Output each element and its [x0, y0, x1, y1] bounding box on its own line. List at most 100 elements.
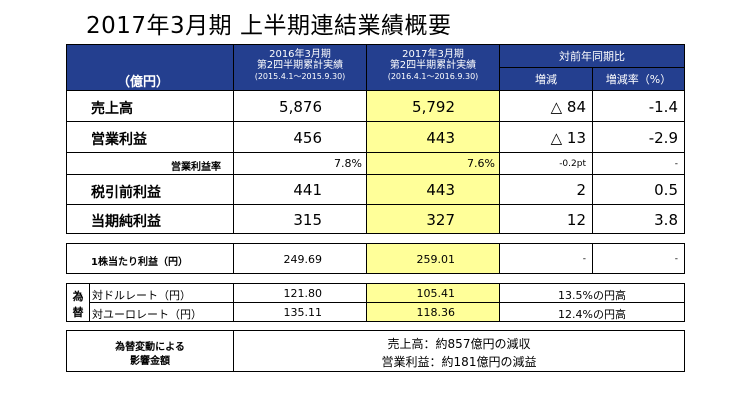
- table-row-eps: 1株当たり利益（円）: [66, 243, 234, 274]
- cell-diff: -: [499, 243, 593, 274]
- row-label: 営業利益: [91, 132, 147, 148]
- header-curr-period: 2017年3月期 第2四半期累計実績 (2016.4.1～2016.9.30): [366, 44, 500, 91]
- value-rate: 0.5: [654, 181, 678, 199]
- table-row-operating-income: 営業利益: [66, 121, 234, 153]
- cell-curr: 105.41: [366, 283, 500, 303]
- yoy-label: 対前年同期比: [559, 50, 625, 63]
- cell-rate: 0.5: [592, 174, 685, 205]
- impact-value-cell: 売上高：約857億円の減収 営業利益：約181億円の減益: [233, 330, 685, 372]
- value-rate: 3.8: [654, 211, 678, 229]
- value-curr: 327: [426, 211, 455, 229]
- row-label: 対ドルレート（円）: [92, 289, 191, 302]
- row-label: 対ユーロレート（円）: [92, 308, 202, 321]
- cell-rate: -: [592, 152, 685, 175]
- cell-note: 12.4%の円高: [499, 302, 685, 322]
- header-diff: 増減: [499, 67, 593, 91]
- value-diff: 12: [566, 211, 586, 229]
- cell-curr: 443: [366, 174, 500, 205]
- fx-group-label-line2: 替: [72, 306, 84, 319]
- value-note: 12.4%の円高: [558, 308, 626, 321]
- cell-prev: 249.69: [233, 243, 367, 274]
- value-rate: -: [674, 159, 678, 169]
- impact-sales: 売上高：約857億円の減収: [387, 337, 531, 351]
- value-diff: △ 13: [550, 129, 586, 147]
- prev-period-line3: (2015.4.1～2015.9.30): [254, 72, 346, 81]
- cell-curr: 5,792: [366, 90, 500, 122]
- value-curr: 5,792: [412, 98, 455, 116]
- value-rate: -1.4: [648, 98, 678, 116]
- value-rate: -: [674, 254, 678, 264]
- table-row-operating-margin: 営業利益率: [66, 152, 234, 175]
- cell-diff: 2: [499, 174, 593, 205]
- table-row-net-income: 当期純利益: [66, 204, 234, 234]
- impact-label-cell: 為替変動による 影響金額: [66, 330, 234, 372]
- value-diff: -: [582, 254, 586, 264]
- value-curr: 118.36: [416, 306, 456, 319]
- cell-curr: 7.6%: [366, 152, 500, 175]
- table-row-eur-rate: 対ユーロレート（円）: [89, 302, 234, 322]
- value-note: 13.5%の円高: [558, 289, 626, 302]
- value-prev: 441: [293, 181, 322, 199]
- prev-period-line1: 2016年3月期: [269, 49, 331, 60]
- table-row-pretax-income: 税引前利益: [66, 174, 234, 205]
- cell-prev: 121.80: [233, 283, 367, 303]
- cell-rate: -: [592, 243, 685, 274]
- rate-label: 増減率（%）: [605, 73, 672, 86]
- value-diff: 2: [576, 181, 586, 199]
- value-prev: 121.80: [283, 287, 323, 300]
- unit-label: （億円）: [117, 75, 170, 90]
- value-curr: 443: [426, 129, 455, 147]
- fx-group-label: 為 替: [66, 283, 90, 322]
- cell-rate: 3.8: [592, 204, 685, 234]
- value-curr: 259.01: [416, 253, 456, 266]
- table-row-usd-rate: 対ドルレート（円）: [89, 283, 234, 303]
- row-label: 税引前利益: [91, 185, 161, 201]
- value-prev: 7.8%: [334, 157, 362, 170]
- impact-operating-income: 営業利益：約181億円の減益: [381, 355, 537, 369]
- cell-diff: 12: [499, 204, 593, 234]
- impact-label-line2: 影響金額: [130, 356, 170, 367]
- cell-diff: △ 13: [499, 121, 593, 153]
- value-curr: 443: [426, 181, 455, 199]
- header-yoy: 対前年同期比: [499, 44, 685, 68]
- cell-curr: 259.01: [366, 243, 500, 274]
- cell-diff: △ 84: [499, 90, 593, 122]
- header-unit-cell: （億円）: [66, 44, 234, 91]
- prev-period-line2: 第2四半期累計実績: [256, 60, 344, 71]
- header-prev-period: 2016年3月期 第2四半期累計実績 (2015.4.1～2015.9.30): [233, 44, 367, 91]
- cell-prev: 7.8%: [233, 152, 367, 175]
- curr-period-line3: (2016.4.1～2016.9.30): [387, 72, 479, 81]
- cell-prev: 441: [233, 174, 367, 205]
- value-curr: 7.6%: [467, 157, 495, 170]
- cell-curr: 443: [366, 121, 500, 153]
- table-row-sales: 売上高: [66, 90, 234, 122]
- cell-rate: -1.4: [592, 90, 685, 122]
- curr-period-line1: 2017年3月期: [402, 49, 464, 60]
- value-curr: 105.41: [416, 287, 456, 300]
- fx-group-label-line1: 為: [72, 290, 84, 303]
- cell-curr: 118.36: [366, 302, 500, 322]
- value-rate: -2.9: [648, 129, 678, 147]
- cell-prev: 315: [233, 204, 367, 234]
- value-prev: 249.69: [283, 253, 323, 266]
- page-title: 2017年3月期 上半期連結業績概要: [86, 13, 452, 39]
- cell-prev: 5,876: [233, 90, 367, 122]
- row-label: 営業利益率: [171, 162, 221, 173]
- value-prev: 456: [293, 129, 322, 147]
- row-label: 売上高: [91, 101, 133, 117]
- value-diff: △ 84: [550, 98, 586, 116]
- diff-label: 増減: [535, 73, 557, 86]
- header-rate: 増減率（%）: [592, 67, 685, 91]
- impact-label-line1: 為替変動による: [115, 342, 185, 353]
- value-prev: 5,876: [279, 98, 322, 116]
- cell-prev: 135.11: [233, 302, 367, 322]
- curr-period-line2: 第2四半期累計実績: [389, 60, 477, 71]
- value-prev: 315: [293, 211, 322, 229]
- cell-rate: -2.9: [592, 121, 685, 153]
- cell-prev: 456: [233, 121, 367, 153]
- cell-diff: -0.2pt: [499, 152, 593, 175]
- value-prev: 135.11: [283, 306, 323, 319]
- row-label: 1株当たり利益（円）: [91, 257, 188, 268]
- value-diff: -0.2pt: [559, 159, 586, 169]
- row-label: 当期純利益: [91, 214, 161, 230]
